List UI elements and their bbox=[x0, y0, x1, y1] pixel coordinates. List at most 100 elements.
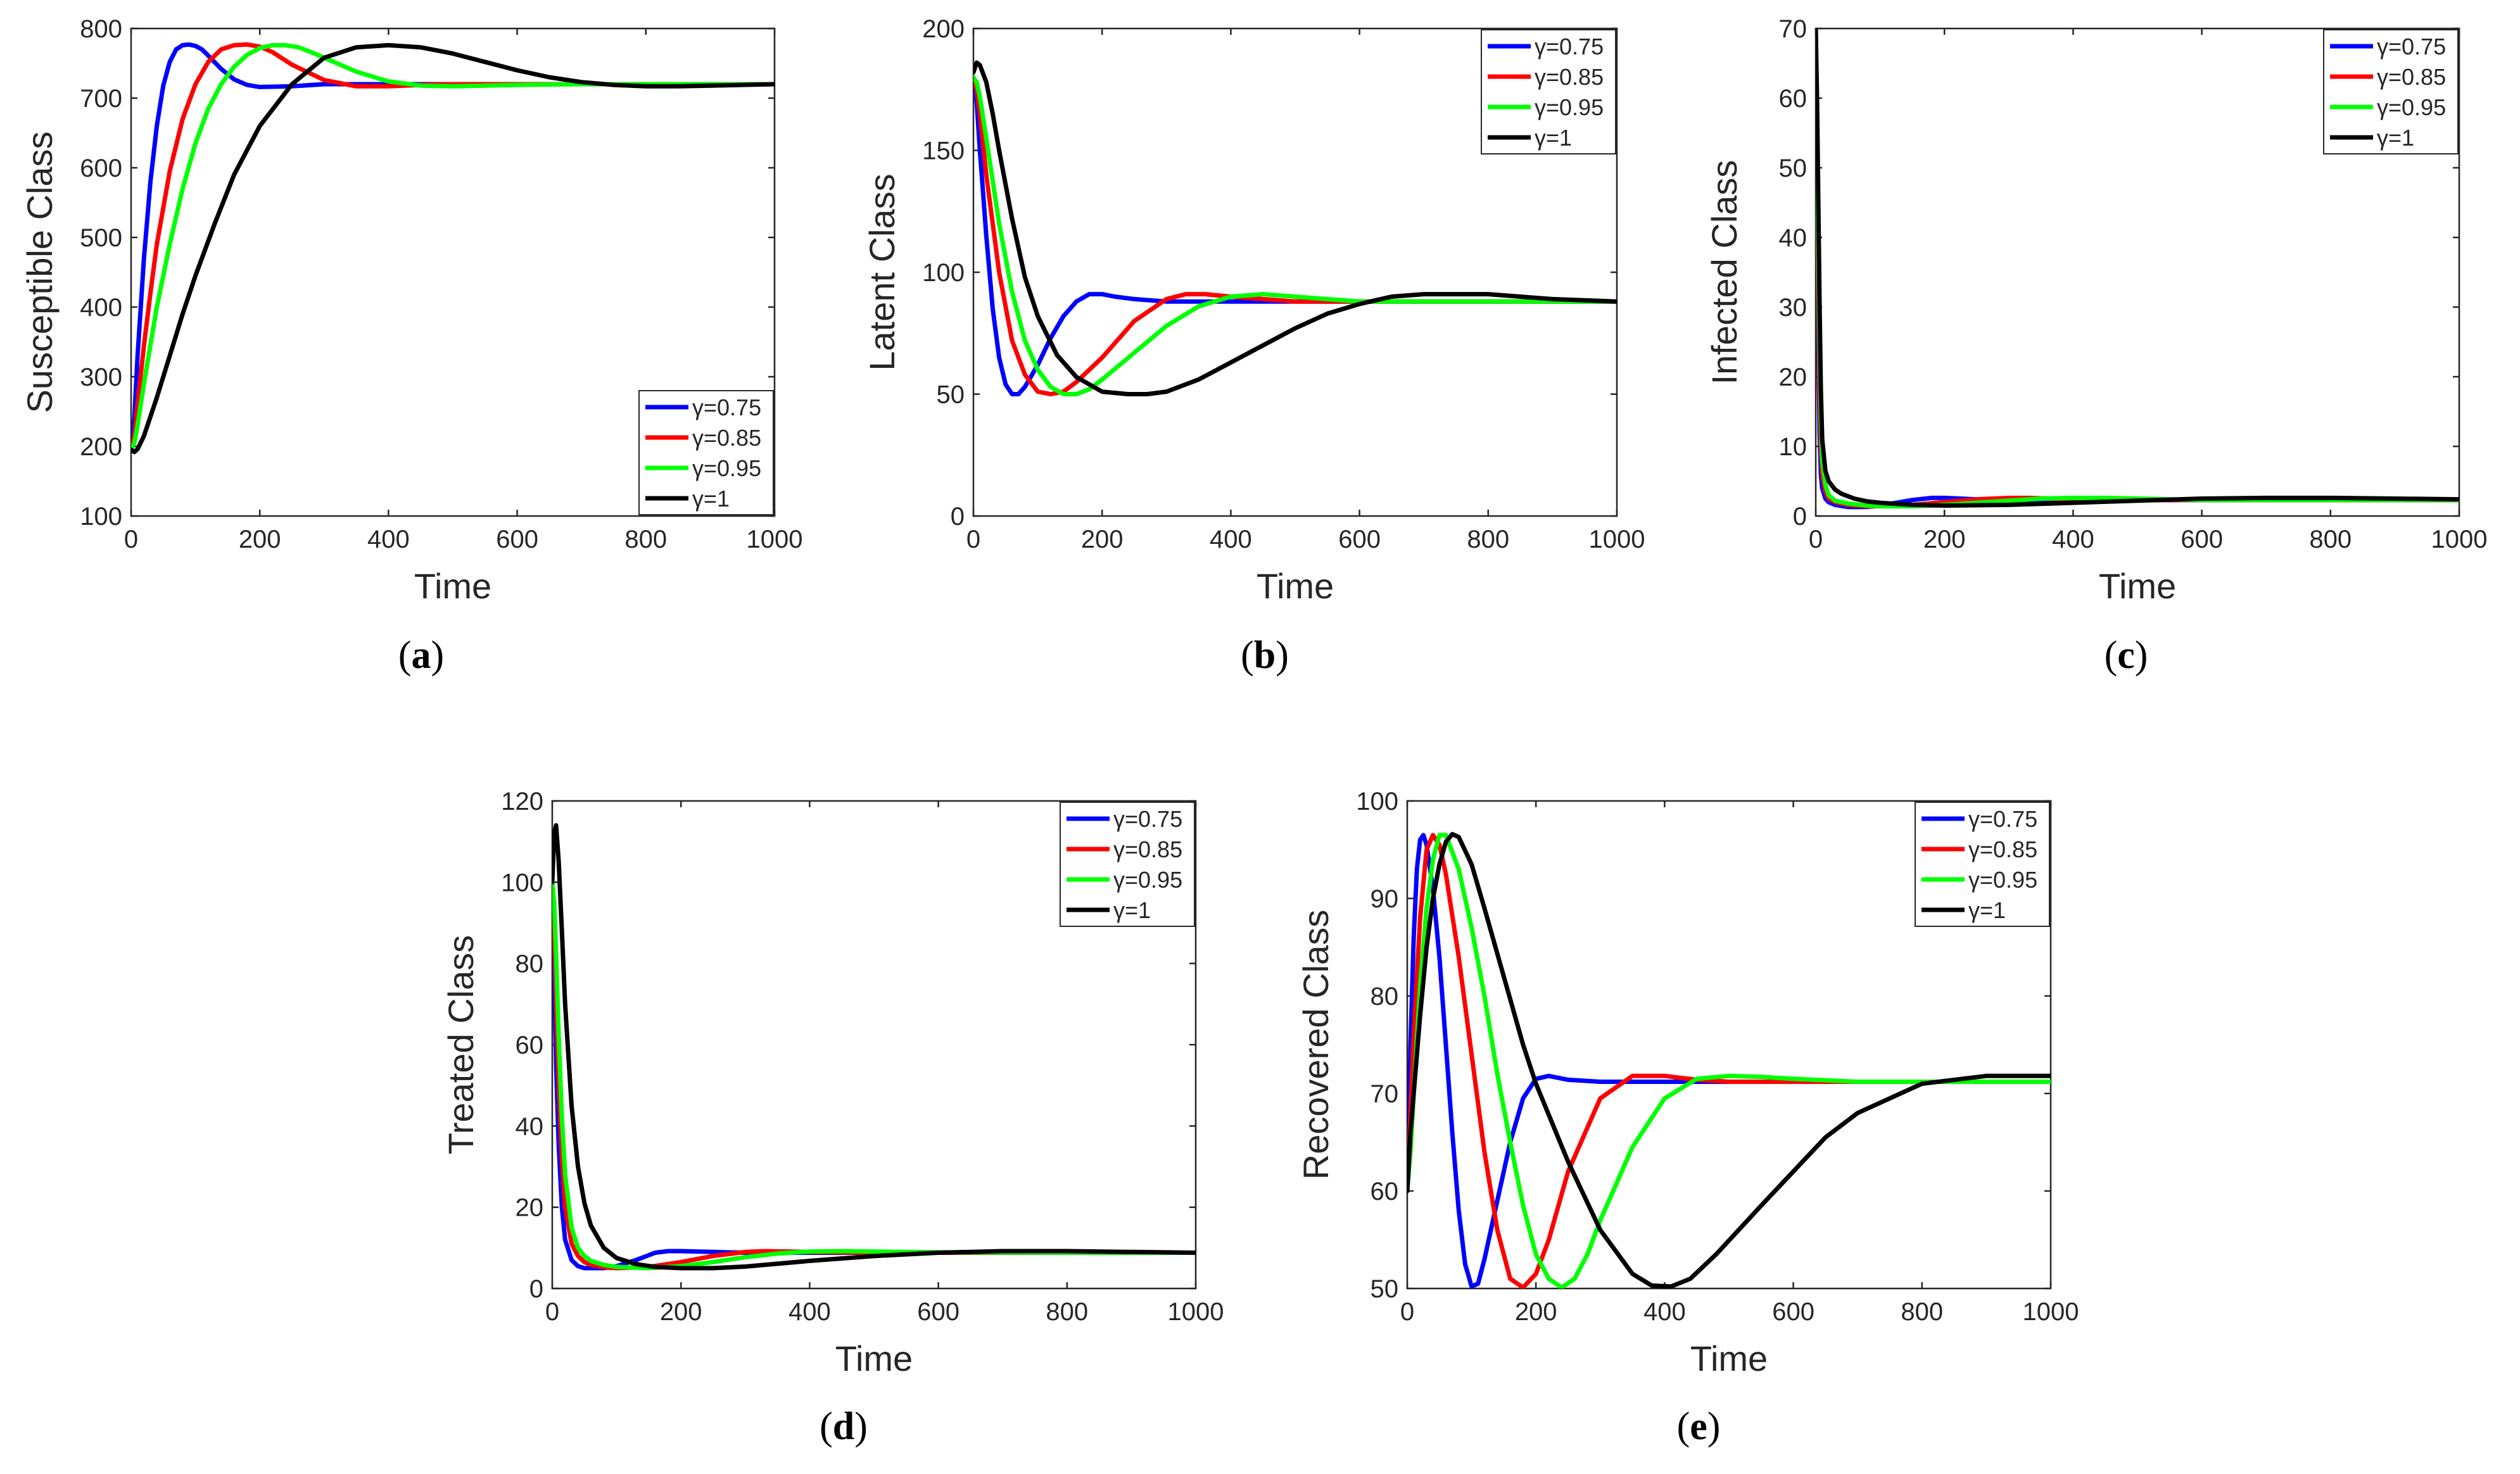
x-tick-label: 400 bbox=[788, 1298, 831, 1326]
y-tick-label: 400 bbox=[80, 294, 122, 322]
series-group bbox=[131, 42, 775, 455]
series-line bbox=[552, 879, 1196, 1271]
x-tick-label: 600 bbox=[1338, 526, 1381, 553]
series-group bbox=[1407, 831, 2051, 1288]
y-tick-label: 60 bbox=[1779, 85, 1808, 113]
y-tick-label: 100 bbox=[501, 869, 543, 897]
legend-label: γ=0.75 bbox=[2377, 34, 2446, 60]
x-tick-label: 200 bbox=[1923, 526, 1966, 553]
legend-label: γ=0.85 bbox=[1535, 64, 1604, 90]
y-tick-label: 90 bbox=[1371, 885, 1399, 913]
chart-panel-a: 0 200 400 600 800 1000 100 200 300 400 500 600 700 80… bbox=[20, 15, 802, 606]
x-tick-label: 0 bbox=[124, 526, 138, 553]
y-tick-label: 20 bbox=[516, 1194, 544, 1222]
x-axis-label: Time bbox=[2099, 566, 2176, 606]
caption-c: (c) bbox=[2104, 634, 2148, 677]
series-line bbox=[1407, 833, 2051, 1288]
x-tick-label: 200 bbox=[239, 526, 281, 553]
x-axis-label: Time bbox=[835, 1339, 913, 1378]
caption-a: (a) bbox=[398, 634, 445, 677]
legend-label: γ=1 bbox=[1968, 897, 2006, 923]
chart-panel-e: 0 200 400 600 800 1000 50 60 70 80 90 100 Time Recove… bbox=[1296, 788, 2079, 1378]
y-tick-label: 500 bbox=[80, 224, 122, 252]
legend-label: γ=1 bbox=[1535, 125, 1572, 151]
plot-area: 0 200 400 600 800 1000 0 20 40 60 80 100 120 Time Trea… bbox=[441, 788, 1224, 1378]
x-axis-label: Time bbox=[1257, 566, 1334, 606]
y-tick-label: 80 bbox=[1371, 983, 1399, 1011]
x-tick-label: 600 bbox=[2181, 526, 2223, 553]
x-tick-label: 600 bbox=[1772, 1298, 1814, 1326]
x-tick-label: 600 bbox=[496, 526, 538, 553]
x-tick-label: 200 bbox=[1515, 1298, 1557, 1326]
caption-b: (b) bbox=[1241, 634, 1289, 677]
y-tick-label: 20 bbox=[1779, 363, 1808, 391]
y-tick-label: 700 bbox=[80, 85, 122, 113]
y-axis-label: Latent Class bbox=[862, 173, 902, 370]
x-tick-label: 200 bbox=[660, 1298, 702, 1326]
x-tick-label: 0 bbox=[966, 526, 980, 553]
x-tick-label: 1000 bbox=[2023, 1298, 2079, 1326]
legend-label: γ=0.95 bbox=[692, 455, 761, 481]
chart-panel-b: 0 200 400 600 800 1000 0 50 100 150 200 Time Latent … bbox=[862, 15, 1645, 606]
plot-area: 0 200 400 600 800 1000 0 10 20 30 40 50 60 70 Time Infe… bbox=[1704, 15, 2487, 606]
legend-label: γ=0.75 bbox=[692, 394, 761, 420]
series-line bbox=[1816, 28, 2459, 508]
y-tick-label: 300 bbox=[80, 363, 122, 391]
caption-e: (e) bbox=[1676, 1405, 1721, 1448]
legend-label: γ=0.95 bbox=[1968, 867, 2037, 893]
legend-label: γ=0.85 bbox=[692, 425, 761, 451]
series-line bbox=[973, 60, 1617, 396]
y-tick-label: 70 bbox=[1371, 1080, 1399, 1108]
legend: γ=0.75 γ=0.85 γ=0.95 γ=1 bbox=[1481, 29, 1616, 154]
legend-label: γ=1 bbox=[692, 486, 730, 512]
x-tick-label: 800 bbox=[1901, 1298, 1943, 1326]
y-tick-label: 50 bbox=[1779, 154, 1808, 182]
legend-label: γ=0.95 bbox=[1535, 94, 1604, 120]
y-tick-label: 50 bbox=[937, 381, 965, 409]
y-tick-label: 100 bbox=[1356, 788, 1398, 816]
y-tick-label: 10 bbox=[1779, 433, 1808, 461]
x-tick-label: 800 bbox=[1467, 526, 1509, 553]
y-tick-label: 60 bbox=[1371, 1178, 1399, 1206]
chart-panel-c: 0 200 400 600 800 1000 0 10 20 30 40 50 60 70 Time Infe… bbox=[1704, 15, 2487, 606]
y-tick-label: 50 bbox=[1371, 1275, 1399, 1303]
y-tick-label: 800 bbox=[80, 15, 122, 43]
x-tick-label: 1000 bbox=[2431, 526, 2488, 553]
legend-label: γ=0.85 bbox=[1968, 836, 2037, 862]
series-line bbox=[1407, 831, 2051, 1288]
legend-label: γ=1 bbox=[2377, 125, 2414, 151]
y-tick-label: 40 bbox=[1779, 224, 1808, 252]
y-tick-label: 30 bbox=[1779, 294, 1808, 322]
x-tick-label: 0 bbox=[1809, 526, 1823, 553]
chart-panel-d: 0 200 400 600 800 1000 0 20 40 60 80 100 120 Time Trea… bbox=[441, 788, 1224, 1378]
y-tick-label: 120 bbox=[501, 788, 543, 816]
x-tick-label: 800 bbox=[1046, 1298, 1088, 1326]
legend-label: γ=0.85 bbox=[1113, 836, 1182, 862]
legend-box bbox=[1060, 802, 1195, 927]
y-tick-label: 200 bbox=[80, 433, 122, 461]
x-tick-label: 400 bbox=[2052, 526, 2094, 553]
legend-box bbox=[638, 390, 774, 515]
y-axis-label: Treated Class bbox=[441, 935, 481, 1155]
legend-label: γ=0.85 bbox=[2377, 64, 2446, 90]
x-tick-label: 0 bbox=[1400, 1298, 1414, 1326]
y-tick-label: 0 bbox=[1793, 503, 1807, 531]
legend: γ=0.75 γ=0.85 γ=0.95 γ=1 bbox=[2323, 29, 2459, 154]
y-axis-label: Susceptible Class bbox=[20, 131, 60, 413]
x-tick-label: 400 bbox=[1210, 526, 1252, 553]
x-tick-label: 400 bbox=[367, 526, 410, 553]
legend-label: γ=1 bbox=[1113, 897, 1151, 923]
legend-label: γ=0.95 bbox=[1113, 867, 1182, 893]
x-tick-label: 0 bbox=[545, 1298, 559, 1326]
y-tick-label: 0 bbox=[951, 503, 965, 531]
x-tick-label: 600 bbox=[917, 1298, 959, 1326]
series-line bbox=[1407, 833, 2051, 1288]
legend: γ=0.75 γ=0.85 γ=0.95 γ=1 bbox=[638, 390, 774, 515]
x-tick-label: 400 bbox=[1643, 1298, 1686, 1326]
x-tick-label: 200 bbox=[1081, 526, 1124, 553]
series-line bbox=[131, 42, 775, 452]
series-group bbox=[973, 60, 1617, 396]
series-line bbox=[552, 823, 1196, 1271]
caption-d: (d) bbox=[820, 1405, 868, 1448]
y-axis-label: Recovered Class bbox=[1296, 910, 1336, 1180]
